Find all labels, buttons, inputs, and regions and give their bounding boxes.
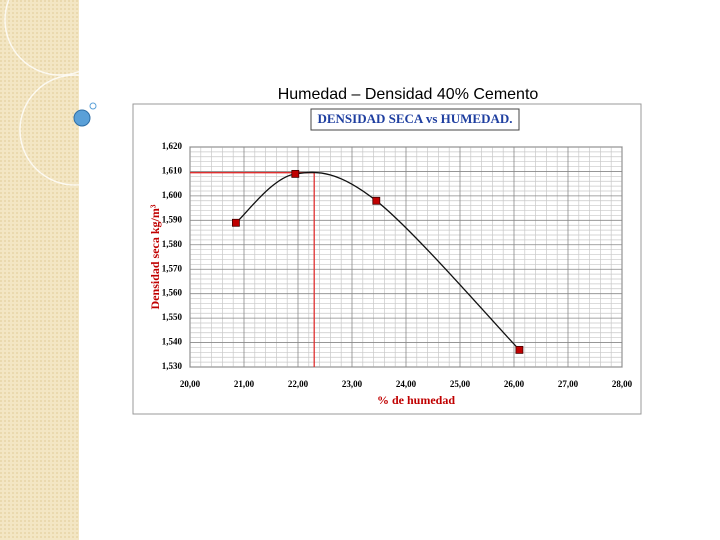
y-tick-label: 1,600 [162, 190, 183, 200]
data-point [515, 345, 524, 354]
y-tick-label: 1,550 [162, 312, 183, 322]
x-tick-label: 28,00 [612, 379, 633, 389]
y-tick-label: 1,560 [162, 288, 183, 298]
y-tick-label: 1,590 [162, 214, 183, 224]
data-point [231, 218, 240, 227]
x-tick-label: 23,00 [342, 379, 363, 389]
chart-title-box [310, 108, 520, 131]
y-tick-label: 1,530 [162, 361, 183, 371]
y-tick-label: 1,580 [162, 239, 183, 249]
bullet-dot-small [89, 102, 97, 110]
chart-title: DENSIDAD SECA vs HUMEDAD. [317, 111, 512, 126]
x-tick-label: 25,00 [450, 379, 471, 389]
x-tick-label: 21,00 [234, 379, 255, 389]
data-point [291, 169, 300, 178]
curve [235, 171, 520, 351]
y-tick-label: 1,610 [162, 166, 183, 176]
x-tick-label: 20,00 [180, 379, 201, 389]
slide-title: Humedad – Densidad 40% Cemento [278, 86, 539, 103]
x-tick-label: 27,00 [558, 379, 579, 389]
x-tick-label: 26,00 [504, 379, 525, 389]
x-axis-label: % de humedad [377, 393, 455, 407]
x-tick-label: 24,00 [396, 379, 417, 389]
data-point [372, 196, 381, 205]
side-strip [0, 0, 79, 540]
y-tick-label: 1,540 [162, 337, 183, 347]
decor-circles [4, 0, 131, 186]
bullet-dot [73, 109, 91, 127]
x-tick-label: 22,00 [288, 379, 309, 389]
y-axis-label: Densidad seca kg/m³ [148, 204, 162, 309]
y-tick-label: 1,620 [162, 141, 183, 151]
y-tick-label: 1,570 [162, 263, 183, 273]
